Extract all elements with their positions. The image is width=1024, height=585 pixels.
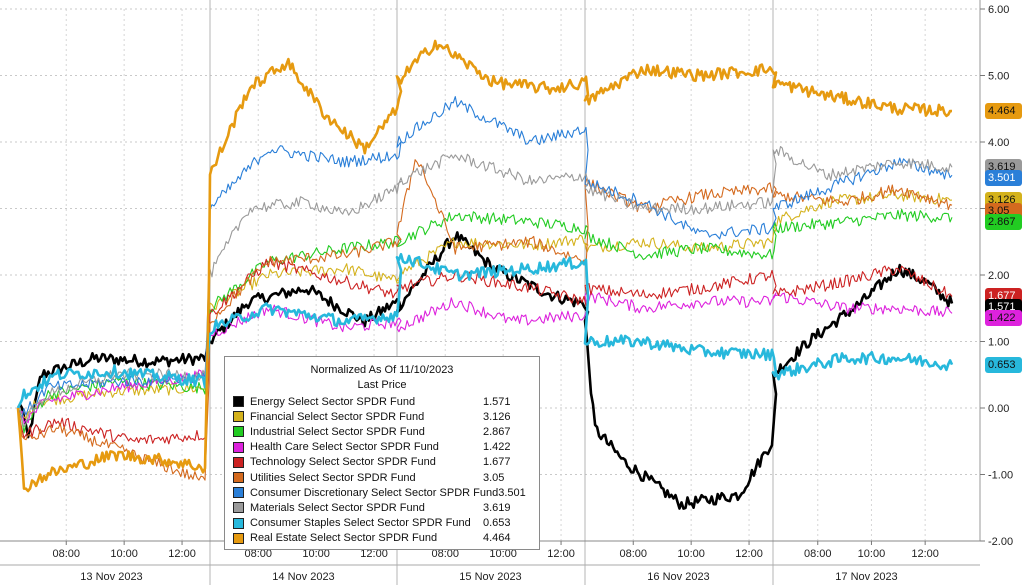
y-tick-label: 4.00: [988, 137, 1009, 149]
legend-series-value: 1.422: [483, 441, 511, 454]
series-line: [17, 208, 953, 434]
x-tick-label: 08:00: [619, 548, 647, 560]
legend-series-value: 1.677: [483, 456, 511, 469]
legend-entry: Financial Select Sector SPDR Fund 3.126: [233, 409, 531, 424]
day-label: 15 Nov 2023: [459, 571, 521, 583]
legend-series-name: Real Estate Select Sector SPDR Fund: [250, 532, 438, 545]
day-label: 14 Nov 2023: [272, 571, 334, 583]
legend: Normalized As Of 11/10/2023 Last Price E…: [224, 356, 540, 550]
legend-entry: Real Estate Select Sector SPDR Fund 4.464: [233, 531, 531, 546]
series-line: [16, 39, 953, 493]
x-tick-label: 12:00: [735, 548, 763, 560]
legend-series-value: 3.501: [498, 486, 526, 499]
y-tick-label: 6.00: [988, 4, 1009, 16]
legend-series-name: Financial Select Sector SPDR Fund: [250, 410, 425, 423]
legend-entry: Technology Select Sector SPDR Fund 1.677: [233, 455, 531, 470]
y-tick-label: 1.00: [988, 337, 1009, 349]
legend-entry: Energy Select Sector SPDR Fund 1.571: [233, 394, 531, 409]
legend-series-name: Utilities Select Sector SPDR Fund: [250, 471, 416, 484]
legend-title: Normalized As Of 11/10/2023: [310, 364, 454, 376]
legend-series-value: 4.464: [483, 532, 511, 545]
legend-subtitle: Last Price: [357, 379, 407, 391]
x-tick-label: 08:00: [431, 548, 459, 560]
last-price-tag: 3.501: [985, 170, 1022, 187]
x-tick-label: 10:00: [489, 548, 517, 560]
series-line: [17, 159, 953, 481]
day-label: 13 Nov 2023: [80, 571, 142, 583]
y-axis: 6.005.004.003.002.001.000.00-1.00-2.00: [980, 4, 1013, 548]
y-tick-label: 2.00: [988, 270, 1009, 282]
y-tick-label: -1.00: [988, 470, 1013, 482]
x-tick-label: 10:00: [677, 548, 705, 560]
x-tick-label: 12:00: [547, 548, 575, 560]
legend-series-value: 0.653: [483, 517, 511, 530]
legend-entry: Health Care Select Sector SPDR Fund 1.422: [233, 440, 531, 455]
legend-entry: Utilities Select Sector SPDR Fund 3.05: [233, 470, 531, 485]
series-line: [17, 257, 953, 445]
legend-entry: Consumer Discretionary Select Sector SPD…: [233, 485, 531, 500]
legend-series-name: Health Care Select Sector SPDR Fund: [250, 441, 439, 454]
legend-swatch: [233, 532, 244, 544]
x-tick-label: 08:00: [804, 548, 832, 560]
last-price-tag: 4.464: [985, 103, 1022, 120]
series-line: [16, 252, 954, 409]
x-tick-label: 10:00: [302, 548, 330, 560]
day-label: 17 Nov 2023: [835, 571, 897, 583]
x-tick-label: 08:00: [52, 548, 80, 560]
y-tick-label: -2.00: [988, 536, 1013, 548]
legend-entry: Consumer Staples Select Sector SPDR Fund…: [233, 516, 531, 531]
legend-swatch: [233, 441, 244, 453]
x-tick-label: 10:00: [858, 548, 886, 560]
legend-swatch: [233, 487, 244, 499]
last-price-tag: 1.422: [985, 310, 1022, 327]
legend-swatch: [233, 411, 244, 423]
y-tick-label: 5.00: [988, 71, 1009, 83]
legend-swatch: [233, 426, 244, 438]
legend-swatch: [233, 517, 244, 529]
x-tick-label: 10:00: [110, 548, 138, 560]
legend-series-name: Technology Select Sector SPDR Fund: [250, 456, 436, 469]
legend-series-value: 1.571: [483, 395, 511, 408]
x-tick-label: 12:00: [911, 548, 939, 560]
legend-swatch: [233, 396, 244, 408]
y-tick-label: 0.00: [988, 403, 1009, 415]
legend-swatch: [233, 502, 244, 514]
day-label: 16 Nov 2023: [647, 571, 709, 583]
x-tick-label: 08:00: [244, 548, 272, 560]
legend-entry: Materials Select Sector SPDR Fund 3.619: [233, 500, 531, 515]
legend-entries: Energy Select Sector SPDR Fund 1.571 Finan…: [233, 394, 531, 546]
legend-swatch: [233, 472, 244, 484]
legend-series-name: Consumer Discretionary Select Sector SPD…: [250, 486, 499, 499]
x-tick-label: 12:00: [168, 548, 196, 560]
legend-series-name: Industrial Select Sector SPDR Fund: [250, 425, 425, 438]
legend-series-value: 3.619: [483, 501, 511, 514]
legend-series-name: Consumer Staples Select Sector SPDR Fund: [250, 517, 471, 530]
series-lines: [16, 39, 954, 510]
legend-swatch: [233, 456, 244, 468]
last-price-tag: 2.867: [985, 214, 1022, 231]
legend-series-value: 3.05: [483, 471, 505, 484]
legend-series-value: 3.126: [483, 410, 511, 423]
last-price-tag: 0.653: [985, 356, 1022, 373]
series-line: [17, 96, 953, 418]
legend-series-value: 2.867: [483, 425, 511, 438]
legend-series-name: Energy Select Sector SPDR Fund: [250, 395, 416, 408]
x-tick-label: 12:00: [360, 548, 388, 560]
legend-entry: Industrial Select Sector SPDR Fund 2.867: [233, 424, 531, 439]
legend-series-name: Materials Select Sector SPDR Fund: [250, 501, 425, 514]
